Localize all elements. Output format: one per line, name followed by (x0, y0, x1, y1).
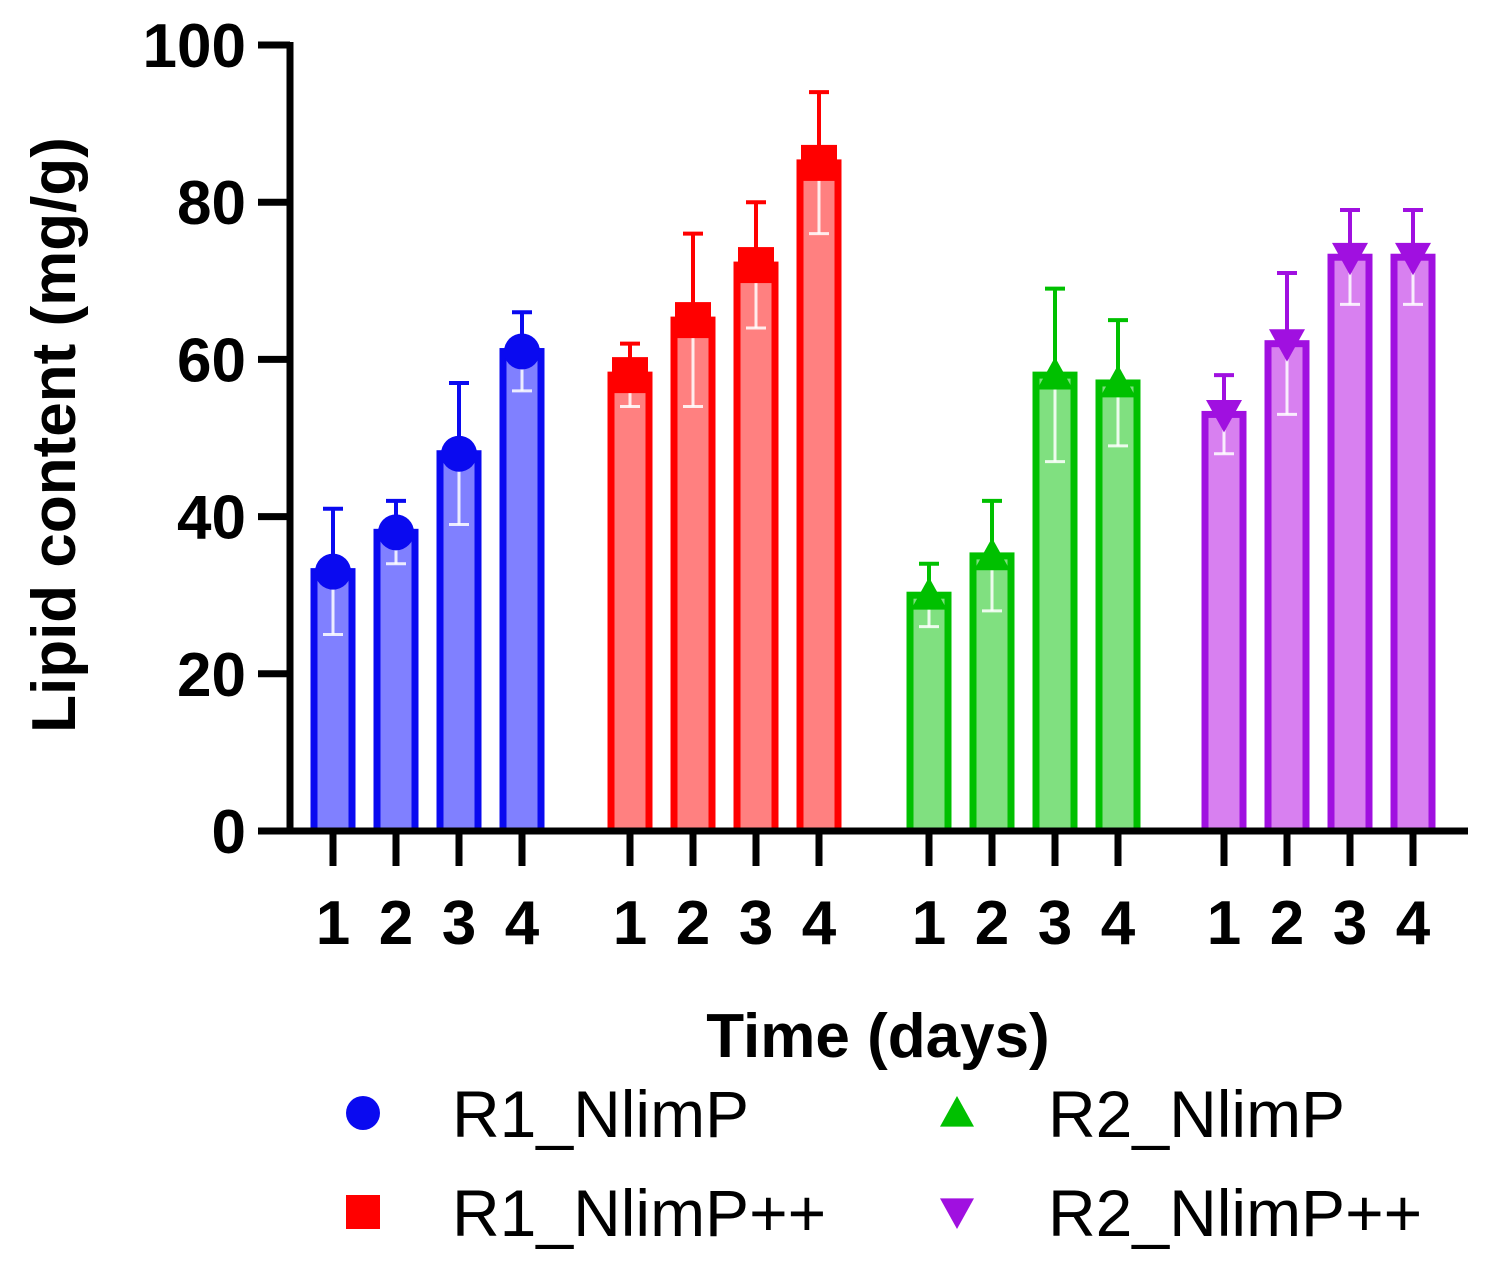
legend: R1_NlimP R1_NlimP++ R2_NlimP R2_NlimP++ (346, 1077, 1422, 1250)
x-tick-label: 1 (912, 889, 946, 958)
legend-marker (346, 1195, 380, 1229)
bar (796, 159, 842, 835)
bar (499, 348, 545, 835)
x-tick-label: 3 (1038, 889, 1072, 958)
data-point-marker (441, 435, 477, 472)
bar (733, 261, 779, 835)
y-tick-label: 20 (177, 641, 246, 710)
series-R2_NlimP++ (1201, 208, 1436, 835)
x-tick-label: 1 (316, 889, 350, 958)
data-point-marker (315, 553, 351, 590)
data-point-marker (1206, 400, 1242, 433)
bar (906, 591, 952, 835)
bar (607, 371, 653, 835)
data-point-marker (378, 514, 414, 551)
x-tick-label: 3 (739, 889, 773, 958)
legend-entry-R1_NlimP++: R1_NlimP++ (346, 1176, 826, 1250)
x-tick-label: 2 (379, 889, 413, 958)
x-tick-label: 2 (1270, 889, 1304, 958)
bar (1201, 410, 1247, 835)
y-tick-label: 60 (177, 326, 246, 395)
legend-entry-R2_NlimP: R2_NlimP (940, 1077, 1345, 1151)
data-point-marker (504, 333, 540, 370)
data-point-marker (974, 537, 1010, 571)
data-point-marker (738, 247, 774, 284)
x-tick-label: 4 (1396, 889, 1431, 958)
legend-marker (940, 1096, 974, 1127)
legend-label: R2_NlimP++ (1048, 1176, 1422, 1250)
bar (1264, 340, 1310, 835)
series-R1_NlimP++ (607, 90, 842, 835)
data-point-marker (1395, 242, 1431, 276)
bar (1095, 379, 1141, 835)
data-point-marker (1269, 329, 1305, 362)
data-point-marker (801, 144, 837, 181)
data-point-marker (1037, 357, 1073, 390)
x-tick-label: 4 (802, 889, 837, 958)
x-tick-label: 3 (442, 889, 476, 958)
y-tick-label: 0 (212, 798, 246, 867)
y-tick-label: 40 (177, 484, 246, 553)
series-R2_NlimP (906, 286, 1141, 835)
x-tick-label: 1 (613, 889, 647, 958)
series-R1_NlimP (310, 310, 545, 835)
bar (1390, 253, 1436, 835)
y-tick-label: 80 (177, 169, 246, 238)
x-tick-label: 1 (1207, 889, 1241, 958)
x-tick-label: 4 (1101, 889, 1136, 958)
legend-entry-R2_NlimP++: R2_NlimP++ (940, 1176, 1422, 1250)
data-point-marker (612, 357, 648, 394)
data-point-marker (675, 302, 711, 339)
x-axis-label: Time (days) (706, 1002, 1049, 1071)
legend-label: R1_NlimP (452, 1077, 749, 1151)
data-point-marker (1100, 364, 1136, 398)
bar (1327, 253, 1373, 835)
legend-entry-R1_NlimP: R1_NlimP (346, 1077, 749, 1151)
x-tick-label: 4 (505, 889, 540, 958)
data-point-marker (911, 577, 947, 610)
y-axis-label: Lipid content (mg/g) (20, 137, 89, 733)
legend-label: R1_NlimP++ (452, 1176, 826, 1250)
data-point-marker (1332, 242, 1368, 276)
legend-marker (940, 1198, 974, 1229)
bar (373, 528, 419, 835)
bars-layer (310, 90, 1436, 835)
x-tick-label: 2 (975, 889, 1009, 958)
y-tick-label: 100 (143, 12, 246, 81)
legend-marker (346, 1096, 380, 1130)
legend-label: R2_NlimP (1048, 1077, 1345, 1151)
x-tick-label: 2 (676, 889, 710, 958)
x-tick-label: 3 (1333, 889, 1367, 958)
